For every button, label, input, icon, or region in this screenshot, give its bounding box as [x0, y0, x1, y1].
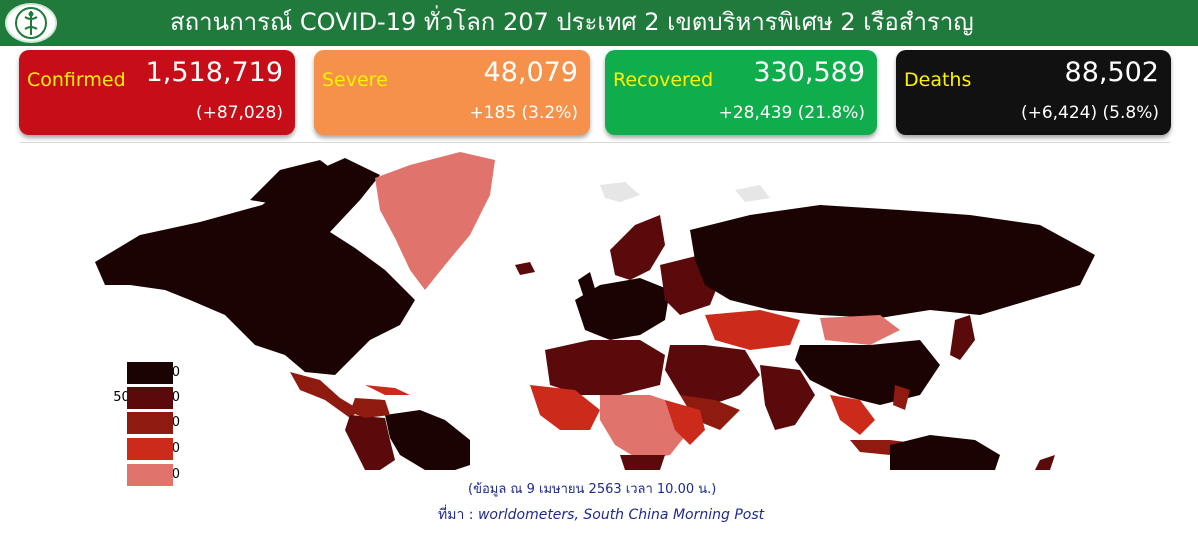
svalbard-region	[600, 182, 640, 202]
deaths-value: 88,502	[1064, 57, 1159, 88]
recovered-card: Recovered 330,589 +28,439 (21.8%)	[605, 50, 877, 135]
japan-region	[950, 315, 975, 360]
uk-region	[578, 272, 596, 298]
confirmed-value: 1,518,719	[145, 57, 283, 88]
page-title: สถานการณ์ COVID-19 ทั่วโลก 207 ประเทศ 2 …	[170, 8, 974, 36]
confirmed-change: (+87,028)	[196, 103, 283, 123]
recovered-label: Recovered	[613, 69, 714, 91]
central-africa-region	[600, 395, 690, 460]
deaths-label: Deaths	[904, 69, 972, 91]
legend-row: 501-5,000	[0, 387, 180, 411]
header-bar: สถานการณ์ COVID-19 ทั่วโลก 207 ประเทศ 2 …	[0, 0, 1198, 46]
severe-label: Severe	[322, 69, 388, 91]
data-date-note: (ข้อมูล ณ 9 เมษายน 2563 เวลา 10.00 น.)	[468, 482, 717, 497]
legend-swatch	[127, 438, 173, 460]
north-america-region	[95, 158, 415, 375]
deaths-card: Deaths 88,502 (+6,424) (5.8%)	[896, 50, 1171, 135]
deaths-change: (+6,424) (5.8%)	[1020, 103, 1159, 123]
legend-row: 11-100	[0, 438, 180, 462]
severe-card: Severe 48,079 +185 (3.2%)	[314, 50, 590, 135]
east-africa-region	[665, 400, 705, 445]
legend-row: 1-10	[0, 464, 180, 488]
west-africa-region	[530, 385, 600, 430]
southeast-asia-region	[830, 395, 875, 435]
legend-row: 101-500	[0, 412, 180, 436]
greenland-region	[375, 152, 495, 290]
south-america-brazil	[385, 410, 470, 470]
legend-swatch	[127, 464, 173, 486]
legend-row: >5,000	[0, 362, 180, 386]
philippines-region	[893, 385, 910, 410]
source-text: worldometers, South China Morning Post	[477, 507, 765, 523]
severe-value: 48,079	[483, 57, 578, 88]
russia-region	[690, 205, 1095, 318]
mongolia-region	[820, 315, 900, 345]
divider	[20, 142, 1170, 143]
source-label: ที่มา :	[438, 507, 474, 523]
source-line: ที่มา : worldometers, South China Mornin…	[438, 504, 764, 526]
confirmed-label: Confirmed	[27, 69, 126, 91]
south-america-west	[345, 415, 395, 470]
southern-africa-region	[620, 455, 665, 470]
severe-change: +185 (3.2%)	[469, 103, 578, 123]
middle-east-region	[665, 345, 760, 405]
world-choropleth-map	[95, 152, 1095, 470]
ministry-logo-icon	[5, 3, 57, 43]
franz-josef-region	[735, 185, 770, 202]
central-america-region	[290, 372, 360, 418]
legend-swatch	[127, 412, 173, 434]
china-region	[795, 340, 940, 405]
north-africa-region	[545, 340, 665, 395]
caribbean-region	[365, 385, 410, 395]
recovered-value: 330,589	[753, 57, 865, 88]
india-region	[760, 365, 815, 430]
arabia-region	[680, 395, 740, 430]
recovered-change: +28,439 (21.8%)	[718, 103, 865, 123]
kazakhstan-region	[705, 310, 800, 350]
new-zealand-region	[1035, 455, 1055, 470]
australia-region	[890, 435, 1000, 470]
western-europe-region	[575, 278, 670, 340]
legend-swatch	[127, 387, 173, 409]
south-america-colombia	[350, 398, 390, 418]
arctic-islands	[250, 160, 340, 205]
confirmed-card: Confirmed 1,518,719 (+87,028)	[19, 50, 295, 135]
legend-swatch	[127, 362, 173, 384]
scandinavia-region	[610, 215, 665, 280]
iceland-region	[515, 262, 535, 275]
